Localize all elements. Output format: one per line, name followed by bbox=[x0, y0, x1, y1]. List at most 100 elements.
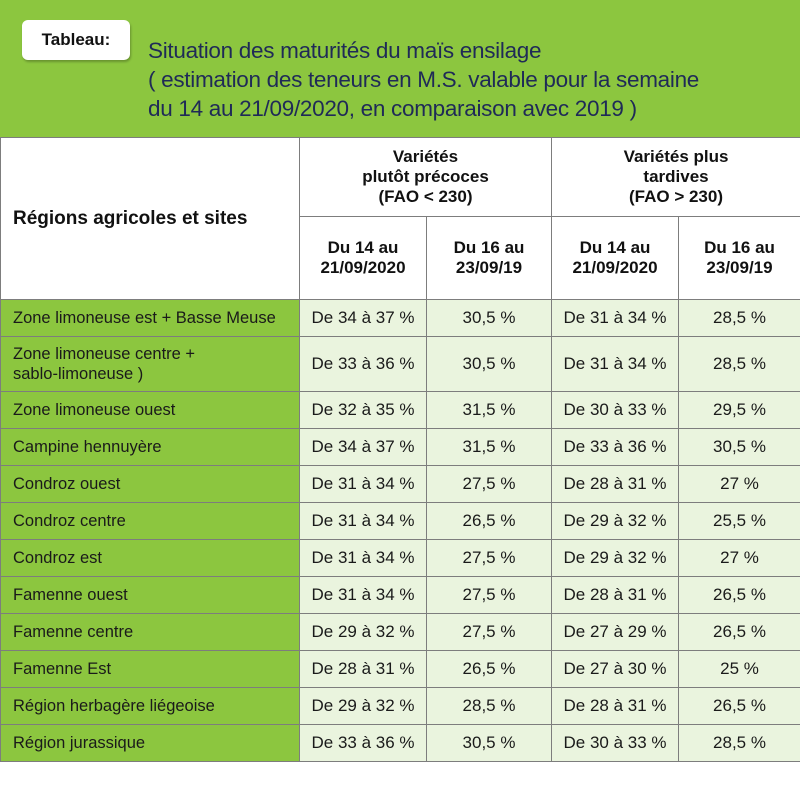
subheader-line: 21/09/2020 bbox=[320, 258, 406, 277]
value-cell: 27,5 % bbox=[426, 539, 552, 577]
group-header-line: plutôt précoces bbox=[362, 167, 489, 186]
value-cell: De 30 à 33 % bbox=[551, 391, 679, 429]
group-header-early: Variétés plutôt précoces (FAO < 230) bbox=[299, 137, 552, 217]
value-cell: De 30 à 33 % bbox=[551, 724, 679, 762]
table-row: Région jurassique De 33 à 36 % 30,5 % De… bbox=[0, 724, 800, 762]
value-cell: De 34 à 37 % bbox=[299, 299, 427, 337]
value-cell: 26,5 % bbox=[677, 687, 800, 725]
value-cell: De 28 à 31 % bbox=[551, 576, 679, 614]
region-cell: Région jurassique bbox=[0, 724, 300, 762]
region-column-header: Régions agricoles et sites bbox=[0, 137, 300, 300]
table-row: Condroz est De 31 à 34 % 27,5 % De 29 à … bbox=[0, 539, 800, 577]
group-header-line: Variétés bbox=[392, 147, 459, 166]
value-cell: De 31 à 34 % bbox=[299, 539, 427, 577]
value-cell: 27,5 % bbox=[426, 613, 552, 651]
page-title: Situation des maturités du maïs ensilage… bbox=[148, 36, 788, 123]
group-header-line: Variétés plus bbox=[623, 147, 729, 166]
table-row: Condroz centre De 31 à 34 % 26,5 % De 29… bbox=[0, 502, 800, 540]
value-cell: 26,5 % bbox=[677, 576, 800, 614]
value-cell: 30,5 % bbox=[677, 428, 800, 466]
title-line: Situation des maturités du maïs ensilage bbox=[148, 38, 542, 63]
region-cell: Zone limoneuse centre + sablo-limoneuse … bbox=[0, 336, 300, 392]
value-cell: De 29 à 32 % bbox=[551, 502, 679, 540]
table-row: Région herbagère liégeoise De 29 à 32 % … bbox=[0, 687, 800, 725]
group-header-line: (FAO < 230) bbox=[378, 187, 473, 206]
value-cell: 31,5 % bbox=[426, 391, 552, 429]
value-cell: 31,5 % bbox=[426, 428, 552, 466]
subheader-line: 23/09/19 bbox=[455, 258, 523, 277]
subheader-date: Du 14 au 21/09/2020 bbox=[299, 216, 427, 300]
value-cell: De 27 à 30 % bbox=[551, 650, 679, 688]
value-cell: 27 % bbox=[677, 465, 800, 503]
value-cell: De 33 à 36 % bbox=[551, 428, 679, 466]
region-cell: Condroz est bbox=[0, 539, 300, 577]
subheader-line: Du 14 au bbox=[579, 238, 651, 257]
group-header-line: tardives bbox=[643, 167, 709, 186]
value-cell: De 29 à 32 % bbox=[299, 687, 427, 725]
title-line: du 14 au 21/09/2020, en comparaison avec… bbox=[148, 96, 637, 121]
region-cell: Région herbagère liégeoise bbox=[0, 687, 300, 725]
table-row: Famenne Est De 28 à 31 % 26,5 % De 27 à … bbox=[0, 650, 800, 688]
maturity-table: Régions agricoles et sites Variétés plut… bbox=[0, 137, 800, 762]
title-line: ( estimation des teneurs en M.S. valable… bbox=[148, 67, 699, 92]
title-banner: Tableau: Situation des maturités du maïs… bbox=[0, 0, 800, 137]
region-cell: Campine hennuyère bbox=[0, 428, 300, 466]
value-cell: 28,5 % bbox=[677, 336, 800, 392]
value-cell: De 33 à 36 % bbox=[299, 336, 427, 392]
value-cell: 27 % bbox=[677, 539, 800, 577]
value-cell: 28,5 % bbox=[677, 299, 800, 337]
value-cell: De 31 à 34 % bbox=[551, 336, 679, 392]
group-header-late: Variétés plus tardives (FAO > 230) bbox=[550, 137, 800, 217]
subheader-line: Du 14 au bbox=[327, 238, 399, 257]
value-cell: 26,5 % bbox=[677, 613, 800, 651]
value-cell: 30,5 % bbox=[426, 724, 552, 762]
value-cell: De 28 à 31 % bbox=[551, 465, 679, 503]
subheader-date: Du 16 au 23/09/19 bbox=[426, 216, 552, 300]
region-cell: Famenne centre bbox=[0, 613, 300, 651]
region-cell: Condroz centre bbox=[0, 502, 300, 540]
region-line: Zone limoneuse centre + bbox=[13, 345, 196, 363]
table-row: Campine hennuyère De 34 à 37 % 31,5 % De… bbox=[0, 428, 800, 466]
region-cell: Zone limoneuse ouest bbox=[0, 391, 300, 429]
subheader-line: 21/09/2020 bbox=[572, 258, 658, 277]
region-line: sablo-limoneuse ) bbox=[13, 365, 144, 383]
region-cell: Famenne ouest bbox=[0, 576, 300, 614]
subheader-line: Du 16 au bbox=[453, 238, 525, 257]
value-cell: 27,5 % bbox=[426, 465, 552, 503]
value-cell: 28,5 % bbox=[677, 724, 800, 762]
region-cell: Zone limoneuse est + Basse Meuse bbox=[0, 299, 300, 337]
value-cell: 26,5 % bbox=[426, 650, 552, 688]
table-row: Zone limoneuse ouest De 32 à 35 % 31,5 %… bbox=[0, 391, 800, 429]
region-cell: Famenne Est bbox=[0, 650, 300, 688]
subheader-date: Du 16 au 23/09/19 bbox=[677, 216, 800, 300]
subheader-line: 23/09/19 bbox=[706, 258, 773, 277]
value-cell: 29,5 % bbox=[677, 391, 800, 429]
value-cell: De 28 à 31 % bbox=[299, 650, 427, 688]
value-cell: 28,5 % bbox=[426, 687, 552, 725]
table-row: Condroz ouest De 31 à 34 % 27,5 % De 28 … bbox=[0, 465, 800, 503]
table-row: Zone limoneuse est + Basse Meuse De 34 à… bbox=[0, 299, 800, 337]
table-tag: Tableau: bbox=[22, 20, 130, 60]
value-cell: 25,5 % bbox=[677, 502, 800, 540]
value-cell: 25 % bbox=[677, 650, 800, 688]
value-cell: 27,5 % bbox=[426, 576, 552, 614]
value-cell: De 31 à 34 % bbox=[299, 576, 427, 614]
region-cell: Condroz ouest bbox=[0, 465, 300, 503]
subheader-line: Du 16 au bbox=[704, 238, 775, 257]
value-cell: 26,5 % bbox=[426, 502, 552, 540]
value-cell: De 31 à 34 % bbox=[299, 502, 427, 540]
value-cell: De 31 à 34 % bbox=[299, 465, 427, 503]
table-row: Famenne ouest De 31 à 34 % 27,5 % De 28 … bbox=[0, 576, 800, 614]
value-cell: De 29 à 32 % bbox=[551, 539, 679, 577]
value-cell: De 31 à 34 % bbox=[551, 299, 679, 337]
table-row: Zone limoneuse centre + sablo-limoneuse … bbox=[0, 336, 800, 392]
value-cell: De 28 à 31 % bbox=[551, 687, 679, 725]
value-cell: De 32 à 35 % bbox=[299, 391, 427, 429]
table-row: Famenne centre De 29 à 32 % 27,5 % De 27… bbox=[0, 613, 800, 651]
value-cell: De 33 à 36 % bbox=[299, 724, 427, 762]
value-cell: De 29 à 32 % bbox=[299, 613, 427, 651]
value-cell: De 27 à 29 % bbox=[551, 613, 679, 651]
value-cell: 30,5 % bbox=[426, 299, 552, 337]
subheader-date: Du 14 au 21/09/2020 bbox=[551, 216, 679, 300]
group-header-line: (FAO > 230) bbox=[629, 187, 724, 206]
